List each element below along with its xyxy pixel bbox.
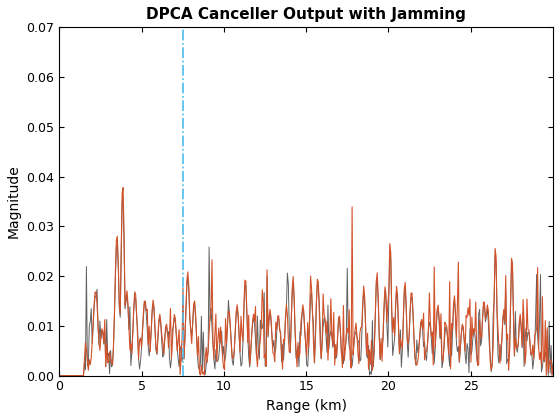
Y-axis label: Magnitude: Magnitude [7,165,21,238]
X-axis label: Range (km): Range (km) [265,399,347,413]
Title: DPCA Canceller Output with Jamming: DPCA Canceller Output with Jamming [146,7,466,22]
